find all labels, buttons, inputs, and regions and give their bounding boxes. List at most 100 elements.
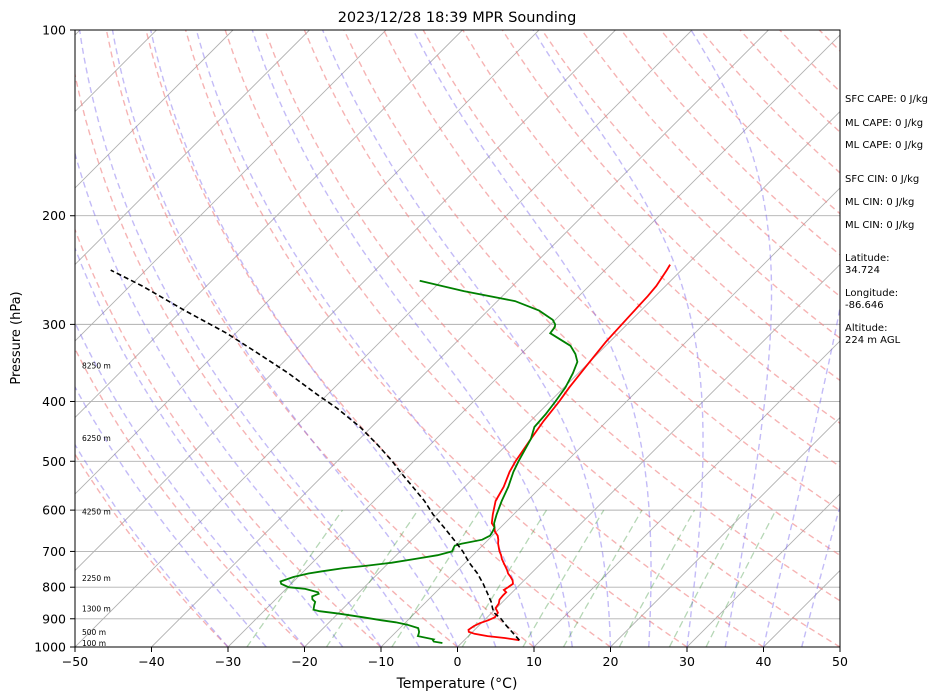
y-tick-label: 800 [42, 580, 66, 595]
isotherm [227, 34, 840, 647]
dry-adiabat [75, 227, 382, 647]
moist-adiabat [412, 30, 652, 647]
moist-adiabat [78, 30, 420, 647]
mixing-ratio-line [668, 509, 743, 647]
mixing-ratio-line [391, 509, 481, 647]
mixing-ratio-line [461, 509, 548, 647]
y-tick-label: 900 [42, 611, 66, 626]
isotherm [686, 493, 840, 647]
moist-adiabat [690, 30, 773, 647]
altitude-label: Altitude: [845, 323, 887, 334]
y-tick-label: 1000 [34, 640, 66, 655]
height-label: 100 m [82, 639, 106, 648]
isotherm [75, 30, 540, 495]
height-label: 4250 m [82, 507, 111, 516]
dry-adiabat [75, 347, 305, 647]
temperature-line [467, 264, 671, 642]
y-axis-label: Pressure (hPa) [9, 291, 24, 384]
x-tick-label: −50 [62, 654, 88, 669]
height-label: 500 m [82, 628, 106, 637]
altitude-value: 224 m AGL [845, 335, 901, 346]
moist-adiabat [195, 30, 535, 647]
moist-adiabat [801, 504, 840, 647]
isotherm [75, 30, 310, 266]
latitude-label: Latitude: [845, 253, 890, 264]
moist-adiabat [75, 246, 344, 647]
isotherm [75, 30, 693, 647]
dewpoint-line [279, 279, 579, 644]
height-label: 1300 m [82, 604, 111, 613]
ml-cin-text-2: ML CIN: 0 J/kg [845, 220, 914, 231]
x-axis: −50 −40 −30 −20 −10 0 10 20 30 40 50 [62, 647, 848, 669]
moist-adiabat [251, 30, 573, 647]
ml-cin-text: ML CIN: 0 J/kg [845, 197, 914, 208]
x-tick-label: 30 [679, 654, 695, 669]
mixing-ratio-line [246, 509, 344, 647]
mixing-ratio-line [705, 509, 777, 647]
x-tick-label: 40 [756, 654, 772, 669]
dry-adiabat [382, 30, 840, 512]
dry-adiabat [581, 30, 840, 298]
dry-adiabat [145, 30, 611, 647]
isotherm [151, 30, 769, 647]
isotherm [75, 30, 387, 342]
dry-adiabat [343, 30, 840, 557]
dry-adiabat [75, 71, 458, 647]
moist-adiabat [111, 30, 459, 647]
y-axis: 100 200 300 400 500 600 700 800 900 1000 [34, 23, 75, 655]
x-tick-label: −10 [368, 654, 394, 669]
height-label: 6250 m [82, 434, 111, 443]
y-tick-label: 500 [42, 454, 66, 469]
x-tick-label: 20 [603, 654, 619, 669]
isotherm [457, 263, 840, 647]
x-axis-label: Temperature (°C) [396, 676, 518, 692]
y-tick-label: 200 [42, 208, 66, 223]
moist-adiabat [762, 304, 840, 647]
sfc-cape-text: SFC CAPE: 0 J/kg [845, 94, 928, 105]
moist-adiabat [532, 30, 704, 647]
plot-frame [74, 29, 841, 648]
moist-adiabat [75, 443, 229, 647]
isotherm [75, 30, 463, 419]
latitude-value: 34.724 [845, 265, 880, 276]
moist-adiabat [150, 30, 497, 647]
longitude-value: -86.646 [845, 300, 884, 311]
parcel_profile-line [110, 269, 520, 641]
ml-cape-text-2: ML CAPE: 0 J/kg [845, 140, 923, 151]
x-tick-label: 50 [832, 654, 848, 669]
mixing-ratio-line [325, 509, 419, 647]
height-labels: 8250 m 6250 m 4250 m 2250 m 1300 m 500 m 100 m [82, 362, 111, 648]
x-tick-label: 10 [526, 654, 542, 669]
ml-cape-text: ML CAPE: 0 J/kg [845, 118, 923, 129]
moist-adiabat [75, 151, 382, 647]
background-lines [75, 30, 840, 647]
dry-adiabat [224, 30, 764, 647]
data-lines [110, 264, 671, 644]
dry-adiabat [75, 452, 229, 647]
longitude-label: Longitude: [845, 288, 898, 299]
dry-adiabat [184, 30, 688, 647]
y-tick-label: 700 [42, 544, 66, 559]
y-tick-label: 600 [42, 503, 66, 518]
x-tick-label: −30 [215, 654, 241, 669]
mixing-ratio-line [562, 509, 643, 647]
dry-adiabat [264, 30, 840, 647]
isotherm [610, 416, 840, 647]
y-tick-label: 400 [42, 394, 66, 409]
mixing-ratio-line [618, 509, 696, 647]
y-tick-label: 300 [42, 317, 66, 332]
x-tick-label: −20 [291, 654, 317, 669]
moist-adiabat [321, 30, 612, 647]
isotherm [75, 30, 616, 572]
dry-adiabat [105, 30, 535, 647]
isotherm [533, 340, 840, 647]
y-tick-label: 100 [42, 23, 66, 38]
height-label: 2250 m [82, 574, 111, 583]
height-label: 8250 m [82, 362, 111, 371]
mixing-ratio-line [522, 509, 605, 647]
isotherm [304, 110, 840, 647]
sfc-cin-text: SFC CIN: 0 J/kg [845, 174, 919, 185]
x-tick-label: 0 [454, 654, 462, 669]
isotherm [75, 30, 234, 189]
